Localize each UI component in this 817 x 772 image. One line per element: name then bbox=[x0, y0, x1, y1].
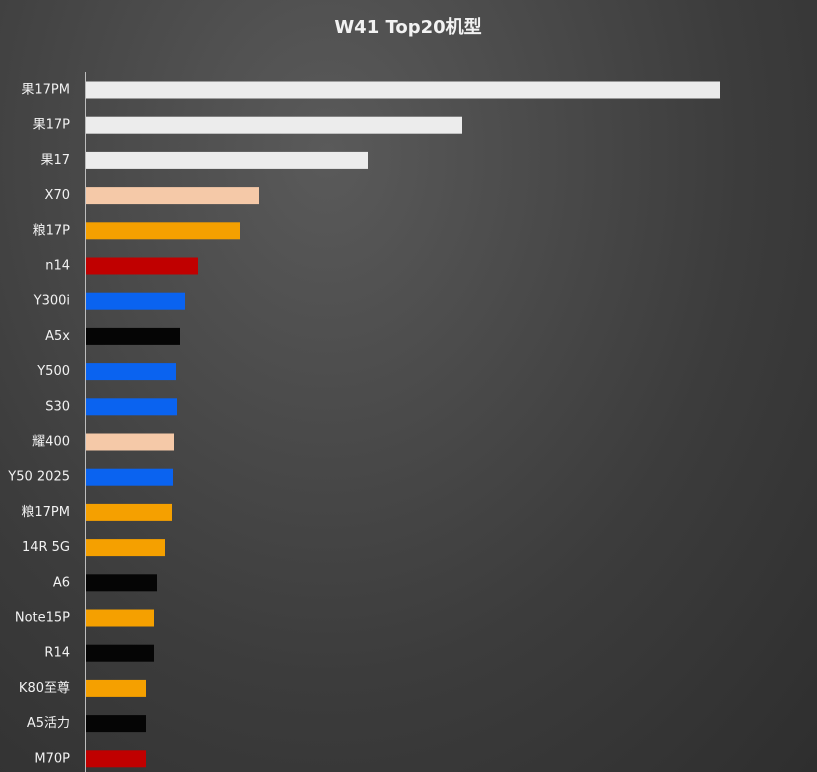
bar bbox=[86, 222, 240, 240]
y-tick-label: n14 bbox=[45, 259, 70, 274]
bar bbox=[86, 81, 720, 99]
y-tick-label: Note15P bbox=[15, 611, 70, 626]
bar bbox=[86, 116, 462, 134]
bar bbox=[86, 292, 185, 310]
bar bbox=[86, 327, 180, 345]
bar bbox=[86, 644, 154, 662]
y-tick-label: 果17P bbox=[33, 118, 71, 133]
bar bbox=[86, 750, 146, 768]
bar bbox=[86, 257, 198, 275]
y-tick-label: 耀400 bbox=[32, 435, 70, 450]
y-tick-label: 粮17P bbox=[33, 223, 71, 238]
y-tick-label: A5活力 bbox=[27, 716, 70, 731]
y-tick-label: M70P bbox=[34, 751, 70, 766]
y-tick-label: Y50 2025 bbox=[7, 470, 70, 485]
chart-title: W41 Top20机型 bbox=[334, 16, 481, 38]
bar bbox=[86, 609, 154, 627]
bar bbox=[86, 151, 368, 169]
y-tick-label: S30 bbox=[45, 399, 70, 414]
y-tick-label: A6 bbox=[53, 575, 70, 590]
bar bbox=[86, 539, 165, 557]
bar bbox=[86, 503, 172, 521]
y-tick-label: X70 bbox=[45, 188, 70, 203]
y-tick-label: R14 bbox=[44, 646, 70, 661]
y-tick-label: 14R 5G bbox=[22, 540, 70, 555]
bar bbox=[86, 679, 146, 697]
bar bbox=[86, 398, 177, 416]
y-tick-label: Y500 bbox=[36, 364, 70, 379]
y-tick-label: 粮17PM bbox=[21, 505, 70, 520]
y-tick-label: 果17PM bbox=[21, 83, 70, 98]
y-tick-label: A5x bbox=[45, 329, 70, 344]
y-tick-label: Y300i bbox=[33, 294, 70, 309]
bar bbox=[86, 715, 146, 733]
bar bbox=[86, 187, 259, 205]
y-tick-label: K80至尊 bbox=[19, 680, 70, 696]
bar bbox=[86, 468, 173, 486]
bar bbox=[86, 574, 157, 592]
y-tick-label: 果17 bbox=[40, 153, 70, 168]
bar bbox=[86, 433, 174, 451]
bar bbox=[86, 363, 176, 381]
